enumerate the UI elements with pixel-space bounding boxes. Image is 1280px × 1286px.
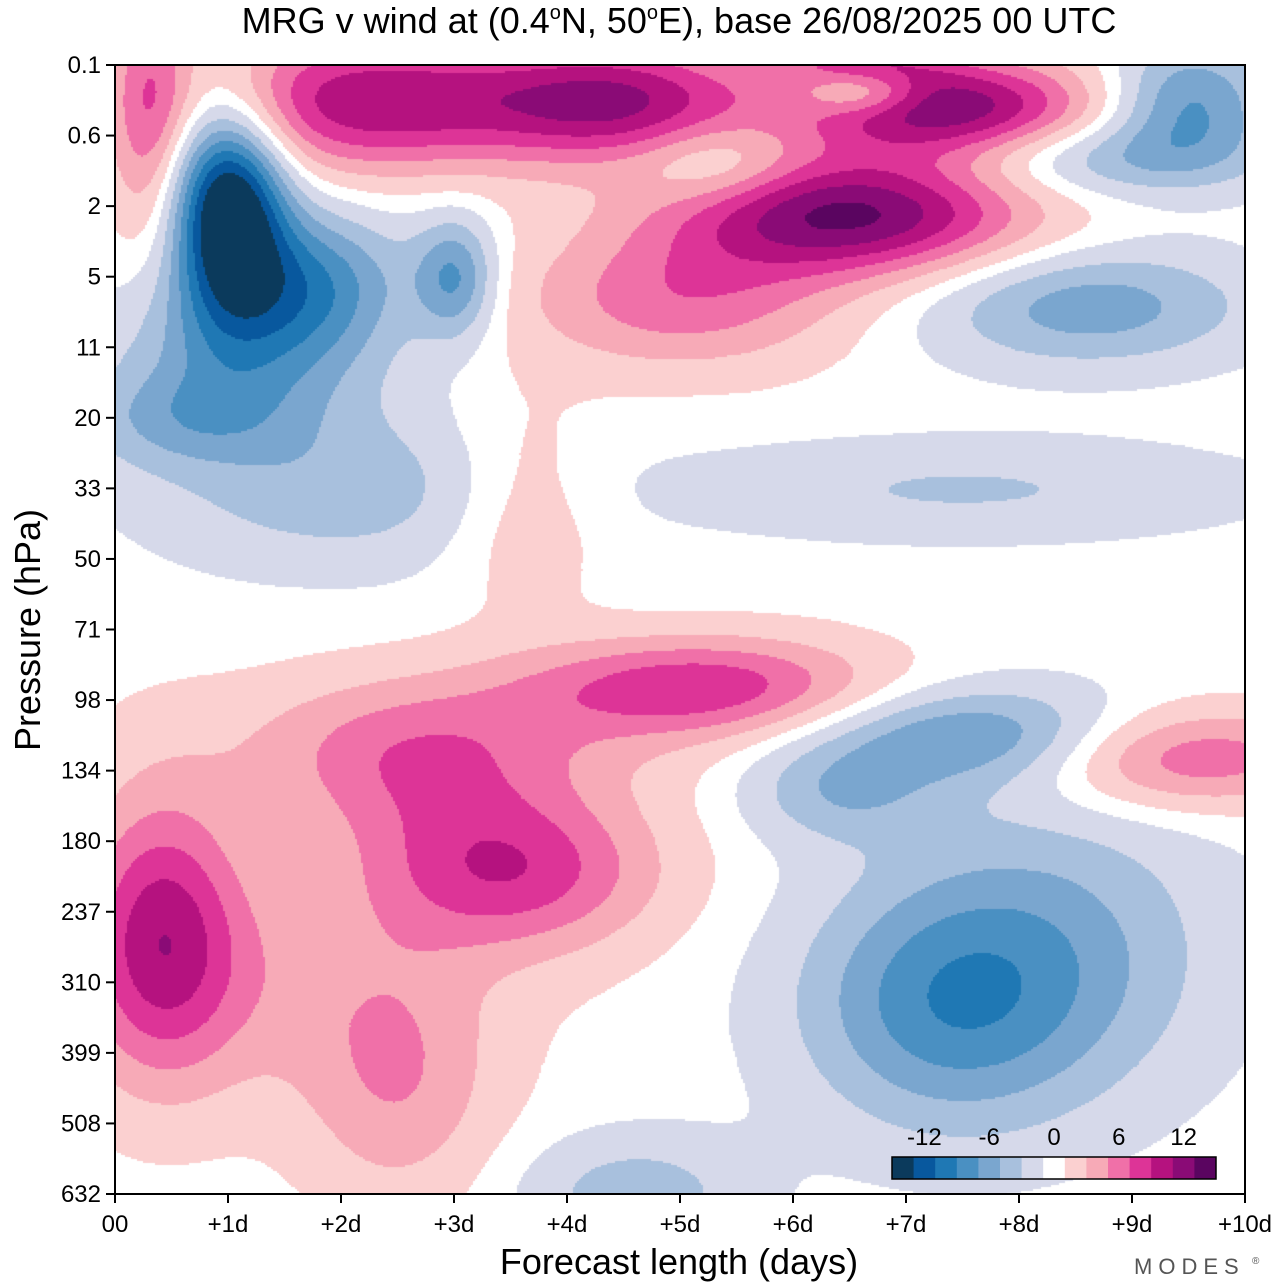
- x-tick-label: +2d: [321, 1211, 362, 1238]
- y-tick-label: 237: [61, 899, 101, 926]
- colorbar-swatch: [978, 1157, 1001, 1179]
- y-tick-label: 20: [74, 405, 101, 432]
- x-tick-label: +4d: [547, 1211, 588, 1238]
- registered-mark: ®: [1252, 1256, 1260, 1267]
- y-tick-label: 50: [74, 546, 101, 573]
- x-tick-label: +8d: [999, 1211, 1040, 1238]
- colorbar-tick-label: -6: [979, 1124, 1000, 1151]
- colorbar-swatch: [1151, 1157, 1174, 1179]
- y-tick-label: 0.1: [68, 52, 101, 79]
- colorbar-swatch: [1172, 1157, 1195, 1179]
- x-axis: 00 +1d +2d +3d +4d +5d +6d +7d +8d +9d +10d: [102, 1194, 1272, 1238]
- x-tick-label: +1d: [208, 1211, 249, 1238]
- colorbar-swatch: [1108, 1157, 1130, 1179]
- x-tick-label: +10d: [1218, 1211, 1272, 1238]
- colorbar-swatch: [892, 1157, 914, 1179]
- colorbar: -12 -6 0 6 12: [891, 1124, 1217, 1180]
- colorbar-swatch: [1064, 1157, 1087, 1179]
- colorbar-swatch: [1000, 1157, 1022, 1179]
- x-tick-label: +6d: [773, 1211, 814, 1238]
- y-axis: 0.1 0.6 2 5 11 20 33 50 71 98 134 180 237 310 399 508 63…: [61, 52, 115, 1208]
- wind-field: [115, 65, 1245, 1194]
- colorbar-swatch: [913, 1157, 936, 1179]
- colorbar-tick-label: 12: [1170, 1124, 1197, 1151]
- colorbar-tick-label: -12: [907, 1124, 942, 1151]
- y-tick-label: 632: [61, 1181, 101, 1208]
- x-axis-label: Forecast length (days): [500, 1241, 858, 1282]
- colorbar-swatch: [1194, 1157, 1217, 1179]
- y-tick-label: 2: [88, 193, 101, 220]
- y-tick-label: 5: [88, 264, 101, 291]
- chart-title: MRG v wind at (0.4oN, 50oE), base 26/08/…: [242, 0, 1117, 41]
- y-tick-label: 11: [76, 334, 101, 361]
- y-axis-label: Pressure (hPa): [7, 509, 48, 751]
- y-tick-label: 310: [61, 969, 101, 996]
- y-tick-label: 399: [61, 1040, 101, 1067]
- colorbar-swatch: [956, 1157, 979, 1179]
- colorbar-frame: [891, 1156, 1217, 1180]
- plot-area: [114, 64, 1246, 1195]
- y-tick-label: 98: [74, 687, 101, 714]
- y-tick-label: 71: [74, 617, 101, 644]
- y-tick-label: 134: [61, 758, 101, 785]
- x-tick-label: +3d: [434, 1211, 475, 1238]
- colorbar-swatch: [1086, 1157, 1109, 1179]
- y-tick-label: 33: [74, 475, 101, 502]
- y-tick-label: 0.6: [68, 123, 101, 150]
- modes-logo: MODES: [1134, 1254, 1245, 1279]
- colorbar-swatch: [1129, 1157, 1152, 1179]
- x-tick-label: +7d: [886, 1211, 927, 1238]
- colorbar-tick-label: 0: [1047, 1124, 1060, 1151]
- colorbar-swatch: [935, 1157, 958, 1179]
- colorbar-swatch: [1021, 1157, 1044, 1179]
- y-tick-label: 508: [61, 1110, 101, 1137]
- x-tick-label: +9d: [1112, 1211, 1153, 1238]
- y-tick-label: 180: [61, 828, 101, 855]
- colorbar-tick-label: 6: [1112, 1124, 1125, 1151]
- x-tick-label: +5d: [660, 1211, 701, 1238]
- colorbar-swatch: [1043, 1157, 1066, 1179]
- x-tick-label: 00: [102, 1211, 129, 1238]
